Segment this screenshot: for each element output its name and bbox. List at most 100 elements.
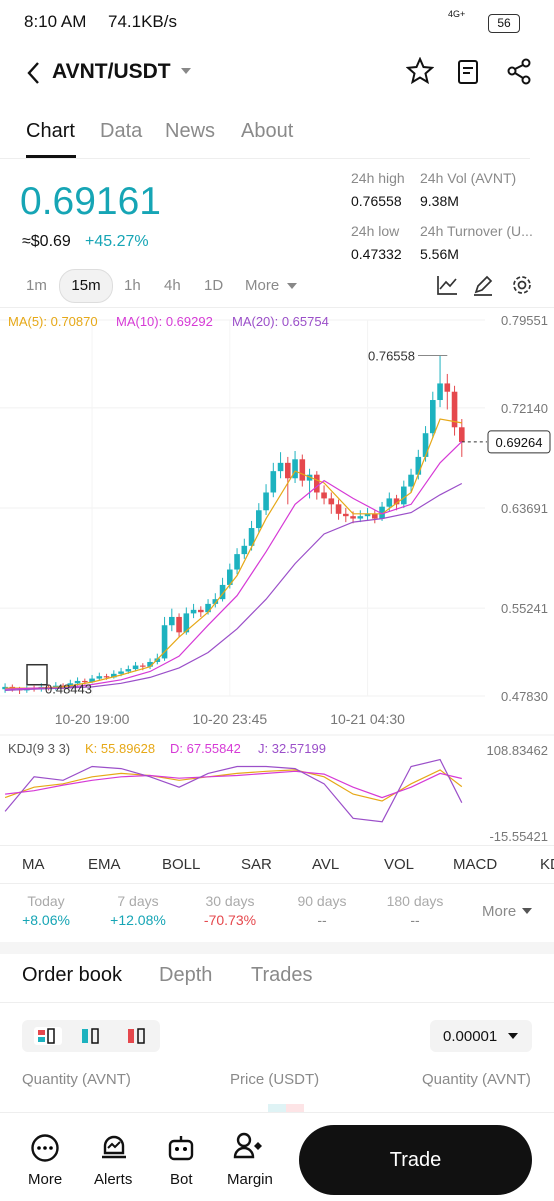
candle-body: [219, 584, 226, 600]
candle-body: [401, 486, 407, 505]
indicator-line: [4, 769, 463, 802]
candle-body: [89, 678, 95, 683]
indicator-tab[interactable]: VOL: [384, 856, 415, 873]
nav-icon[interactable]: [233, 1131, 265, 1163]
candle-body: [241, 545, 248, 555]
share-icon[interactable]: [506, 58, 534, 86]
divider: [0, 845, 554, 846]
last-price-box: [487, 430, 551, 454]
stat-label: 24h Turnover (U...: [420, 223, 533, 239]
candle-body: [212, 599, 219, 604]
pair-dropdown[interactable]: [180, 66, 192, 76]
indicator-tab[interactable]: SAR: [241, 856, 272, 873]
nav-icon[interactable]: [166, 1133, 196, 1163]
low-label: 0.48443: [45, 682, 92, 697]
pair-title[interactable]: AVNT/USDT: [52, 60, 171, 83]
indicator-line: [5, 482, 463, 691]
status-battery: 56: [488, 14, 520, 33]
more-dropdown[interactable]: [286, 281, 298, 291]
candle-body: [321, 492, 327, 499]
nav-label[interactable]: More: [28, 1171, 63, 1188]
divider: [0, 158, 530, 159]
nav-icon[interactable]: [30, 1133, 60, 1163]
interval[interactable]: 1D: [204, 277, 224, 294]
indicator-icon[interactable]: [436, 274, 458, 296]
interval[interactable]: 1h: [124, 277, 141, 294]
indicator-tab[interactable]: EMA: [88, 856, 121, 873]
divider: [0, 1002, 554, 1003]
settings-icon[interactable]: [511, 274, 533, 296]
candle-body: [343, 513, 349, 517]
favorite-icon[interactable]: [406, 57, 434, 85]
stat-value: 9.38M: [420, 193, 459, 209]
period-change: +8.06%: [22, 912, 70, 928]
candle-body: [2, 686, 8, 690]
candle-body: [393, 498, 400, 505]
indicator-tab[interactable]: AVL: [312, 856, 340, 873]
tab[interactable]: About: [241, 120, 294, 142]
status-speed: 74.1KB/s: [108, 12, 177, 31]
book-mode-icons[interactable]: [30, 1025, 154, 1047]
order-tab[interactable]: Depth: [159, 964, 213, 986]
candle-body: [161, 625, 168, 659]
legend-entry: MA(5): 0.70870: [8, 314, 98, 329]
y-tick-label: 0.47830: [501, 689, 548, 704]
candle-body: [256, 510, 262, 529]
stat-label: 24h low: [351, 223, 400, 239]
divider: [0, 883, 554, 884]
candle-body: [111, 673, 117, 678]
interval[interactable]: 1m: [26, 277, 47, 294]
stat-value: 5.56M: [420, 246, 459, 262]
tab[interactable]: News: [165, 120, 216, 142]
candle-body: [103, 676, 110, 678]
period-label: Today: [27, 893, 65, 909]
interval-active[interactable]: 15m: [59, 269, 113, 303]
nav-label[interactable]: Bot: [170, 1171, 193, 1188]
indicator-tab[interactable]: MACD: [453, 856, 498, 873]
low-marker: [26, 663, 48, 686]
candle-body: [451, 391, 458, 428]
indicator-tab[interactable]: KD: [540, 856, 554, 873]
edit-icon[interactable]: [456, 58, 484, 86]
order-tab[interactable]: Order book: [22, 964, 123, 986]
stat-label: 24h high: [351, 170, 405, 186]
nav-label[interactable]: Margin: [227, 1171, 273, 1188]
draw-icon[interactable]: [472, 274, 494, 296]
column-header: Quantity (AVNT): [22, 1071, 131, 1088]
more-dropdown[interactable]: [522, 907, 532, 915]
performance-more[interactable]: More: [482, 903, 517, 920]
tab[interactable]: Data: [100, 120, 143, 142]
indicator-title: KDJ(9 3 3): [8, 741, 70, 756]
order-tab[interactable]: Trades: [251, 964, 313, 986]
last-price: 0.69161: [20, 180, 161, 223]
legend-entry: D: 67.55842: [170, 741, 241, 756]
indicator-tab[interactable]: BOLL: [162, 856, 201, 873]
period-change: -70.73%: [203, 912, 257, 928]
period-change: +12.08%: [110, 912, 166, 928]
back-icon[interactable]: [24, 60, 44, 86]
candle-body: [263, 492, 269, 511]
nav-icon[interactable]: [99, 1133, 129, 1163]
y-tick-label: 108.83462: [487, 743, 548, 758]
candle-body: [82, 680, 88, 683]
candle-body: [408, 474, 414, 487]
tab[interactable]: Chart: [26, 120, 75, 142]
candle-body: [277, 462, 284, 472]
candle-body: [67, 683, 74, 687]
interval[interactable]: More: [245, 277, 280, 294]
candle-body: [430, 400, 436, 434]
fiat-price: ≈$0.69: [22, 233, 71, 250]
interval[interactable]: 4h: [164, 277, 181, 294]
y-tick-label: 0.79551: [501, 313, 548, 328]
candle-body: [190, 609, 197, 614]
indicator-tab[interactable]: MA: [22, 856, 45, 873]
column-header: Quantity (AVNT): [422, 1071, 531, 1088]
period-label: 90 days: [297, 893, 347, 909]
candle-body: [415, 456, 422, 475]
nav-label[interactable]: Alerts: [94, 1171, 133, 1188]
trade-button[interactable]: Trade: [299, 1125, 532, 1195]
candle-body: [270, 471, 277, 493]
candle-body: [422, 433, 429, 457]
candle-body: [198, 609, 204, 613]
